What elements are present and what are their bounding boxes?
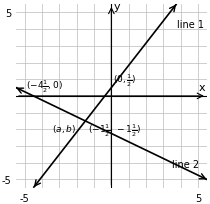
Text: $(0,\frac{1}{2})$: $(0,\frac{1}{2})$ bbox=[113, 72, 137, 88]
Text: $(-1\frac{1}{2},-1\frac{1}{2})$: $(-1\frac{1}{2},-1\frac{1}{2})$ bbox=[88, 122, 141, 138]
Text: line 2: line 2 bbox=[172, 160, 199, 170]
Text: y: y bbox=[114, 2, 121, 12]
Text: $(a, b)$: $(a, b)$ bbox=[52, 122, 76, 134]
Text: x: x bbox=[198, 83, 205, 93]
Text: line 1: line 1 bbox=[177, 20, 204, 30]
Text: $(-4\frac{1}{2},0)$: $(-4\frac{1}{2},0)$ bbox=[26, 78, 63, 94]
